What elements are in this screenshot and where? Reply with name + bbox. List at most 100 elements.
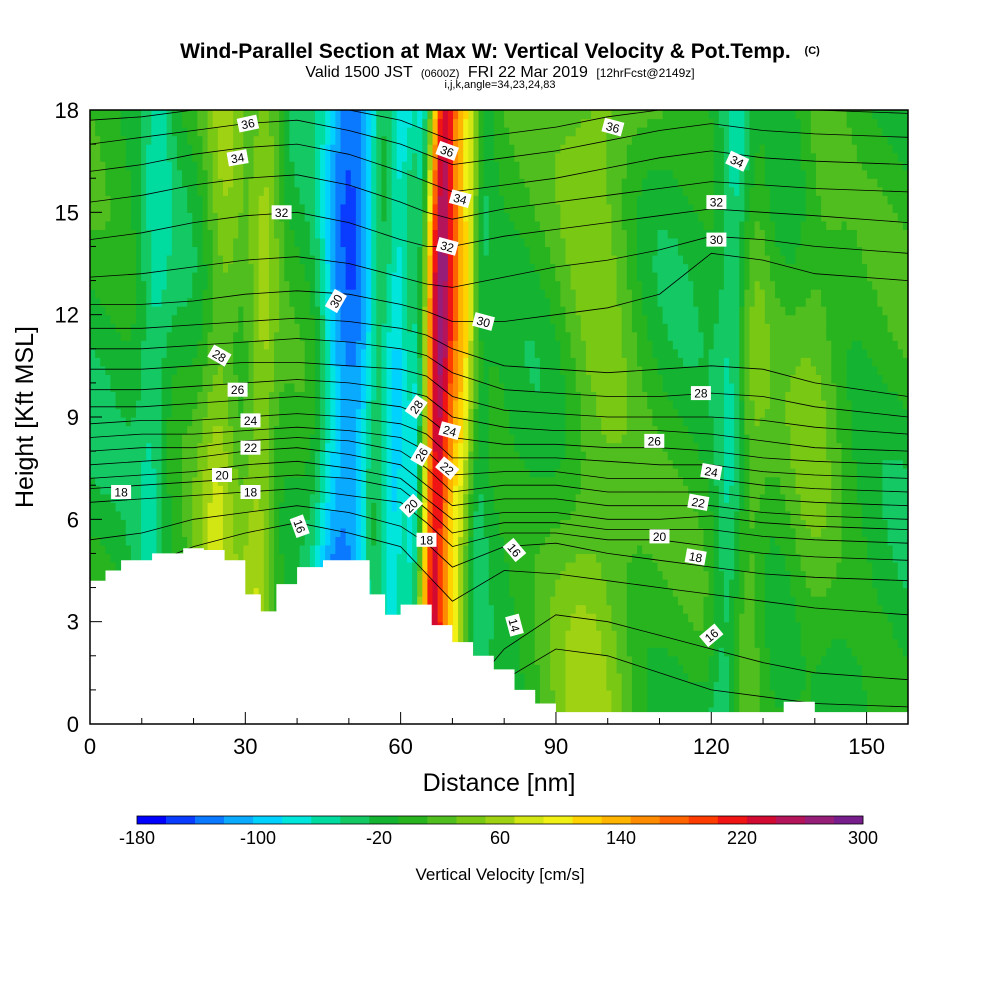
contour-label: 28 <box>404 394 428 420</box>
contour-label-text: 32 <box>275 206 289 220</box>
colorbar-swatch <box>369 816 399 824</box>
contour-label-box <box>601 117 625 137</box>
contour-label-text: 34 <box>452 191 469 208</box>
contour-label-box <box>240 440 261 455</box>
contour-label: 20 <box>212 468 232 483</box>
contour-label: 32 <box>271 205 292 220</box>
colorbar-swatch <box>224 816 254 824</box>
y-tick-label: 9 <box>67 405 79 430</box>
colorbar-swatch <box>137 816 167 824</box>
theta-contours <box>90 110 908 718</box>
contour-label-text: 34 <box>728 152 746 170</box>
contour-label: 22 <box>435 456 460 480</box>
contour-label-text: 24 <box>703 464 719 480</box>
theta-contour-24 <box>90 413 908 479</box>
contour-label: 20 <box>649 529 670 544</box>
contour-label-box <box>271 205 292 220</box>
colorbar-tick-label: 140 <box>606 828 636 848</box>
contour-label-text: 36 <box>438 143 456 161</box>
contour-label-text: 26 <box>412 445 431 464</box>
contour-label-box <box>706 232 727 247</box>
colorbar-swatch <box>572 816 602 824</box>
contour-label-box <box>226 149 249 167</box>
contour-label-text: 20 <box>653 530 667 544</box>
contour-label: 30 <box>706 232 727 247</box>
theta-contour-16 <box>90 522 908 616</box>
contour-label: 18 <box>684 548 707 566</box>
contour-label-text: 30 <box>475 313 492 330</box>
y-tick-label: 0 <box>67 712 79 737</box>
y-tick-label: 3 <box>67 610 79 635</box>
chart-title: Wind-Parallel Section at Max W: Vertical… <box>180 40 820 63</box>
theta-contour-35 <box>90 119 908 166</box>
colorbar-swatch <box>775 816 806 824</box>
contour-label-text: 18 <box>244 486 258 500</box>
contour-label-box <box>687 493 710 511</box>
contour-label-box <box>502 537 527 563</box>
colorbar-swatch <box>543 816 573 824</box>
x-tick-label: 90 <box>544 734 568 759</box>
contour-label-box <box>207 344 232 367</box>
theta-contour-22 <box>90 437 908 507</box>
contour-label: 24 <box>700 462 723 481</box>
colorbar-tick-label: 220 <box>727 828 757 848</box>
colorbar-swatch <box>166 816 196 824</box>
colorbar-tick-label: 60 <box>490 828 510 848</box>
theta-contour-28 <box>90 338 908 418</box>
contour-label-box <box>725 150 750 172</box>
colorbar-swatch <box>601 816 631 824</box>
contour-label: 14 <box>505 613 524 637</box>
contour-label-box <box>398 493 424 518</box>
contour-label-box <box>289 514 310 538</box>
colorbar-swatch <box>398 816 428 824</box>
chart-title-text: Wind-Parallel Section at Max W: Vertical… <box>180 40 791 63</box>
contour-label-text: 24 <box>441 423 458 440</box>
contour-label-box <box>690 386 711 401</box>
contour-label-box <box>404 394 428 420</box>
x-tick-label: 60 <box>388 734 412 759</box>
colorbar: -180 -100 -20 60 140 220 300 <box>119 815 878 848</box>
colorbar-swatch <box>485 816 515 824</box>
contour-label-text: 14 <box>506 617 523 634</box>
contour-label: 34 <box>725 150 750 172</box>
contour-label: 36 <box>435 140 459 161</box>
y-tick-label: 12 <box>55 303 79 328</box>
theta-contour-17 <box>90 505 908 582</box>
theta-contour-27 <box>90 362 908 435</box>
y-axis: 0 3 6 9 12 15 18 <box>55 98 102 737</box>
theta-contour-31 <box>90 235 908 288</box>
colorbar-swatch <box>833 816 864 824</box>
contour-label-box <box>700 462 723 481</box>
contour-label: 18 <box>111 485 132 500</box>
contour-label: 16 <box>289 514 310 538</box>
contour-label-text: 32 <box>710 196 724 210</box>
contour-label-box <box>699 623 724 648</box>
contour-label: 36 <box>236 114 260 133</box>
contour-label-box <box>649 529 670 544</box>
colorbar-swatch <box>311 816 341 824</box>
theta-contour-21 <box>90 447 908 520</box>
y-tick-label: 6 <box>67 507 79 532</box>
contour-label: 26 <box>644 433 665 448</box>
contour-label-box <box>435 140 459 161</box>
contour-label-box <box>236 114 260 133</box>
colorbar-swatch <box>630 816 661 824</box>
contour-label: 18 <box>416 532 437 547</box>
contour-label-text: 30 <box>710 233 724 247</box>
contour-label: 30 <box>324 288 347 314</box>
contour-label-box <box>410 442 433 467</box>
contour-label: 22 <box>240 440 261 455</box>
contour-label-box <box>435 237 459 256</box>
contour-label-text: 20 <box>215 469 229 483</box>
contour-label: 34 <box>448 189 472 209</box>
colorbar-swatch <box>282 816 312 824</box>
subtitle-fcst: [12hrFcst@2149z] <box>596 66 694 80</box>
theta-contour-33 <box>90 174 908 220</box>
colorbar-swatch <box>804 816 835 824</box>
contour-label-box <box>438 421 462 440</box>
contour-label: 34 <box>226 149 249 167</box>
x-tick-label: 30 <box>233 734 257 759</box>
contour-label-text: 30 <box>327 292 346 311</box>
contour-label-text: 16 <box>290 518 308 536</box>
x-tick-label: 120 <box>693 734 730 759</box>
